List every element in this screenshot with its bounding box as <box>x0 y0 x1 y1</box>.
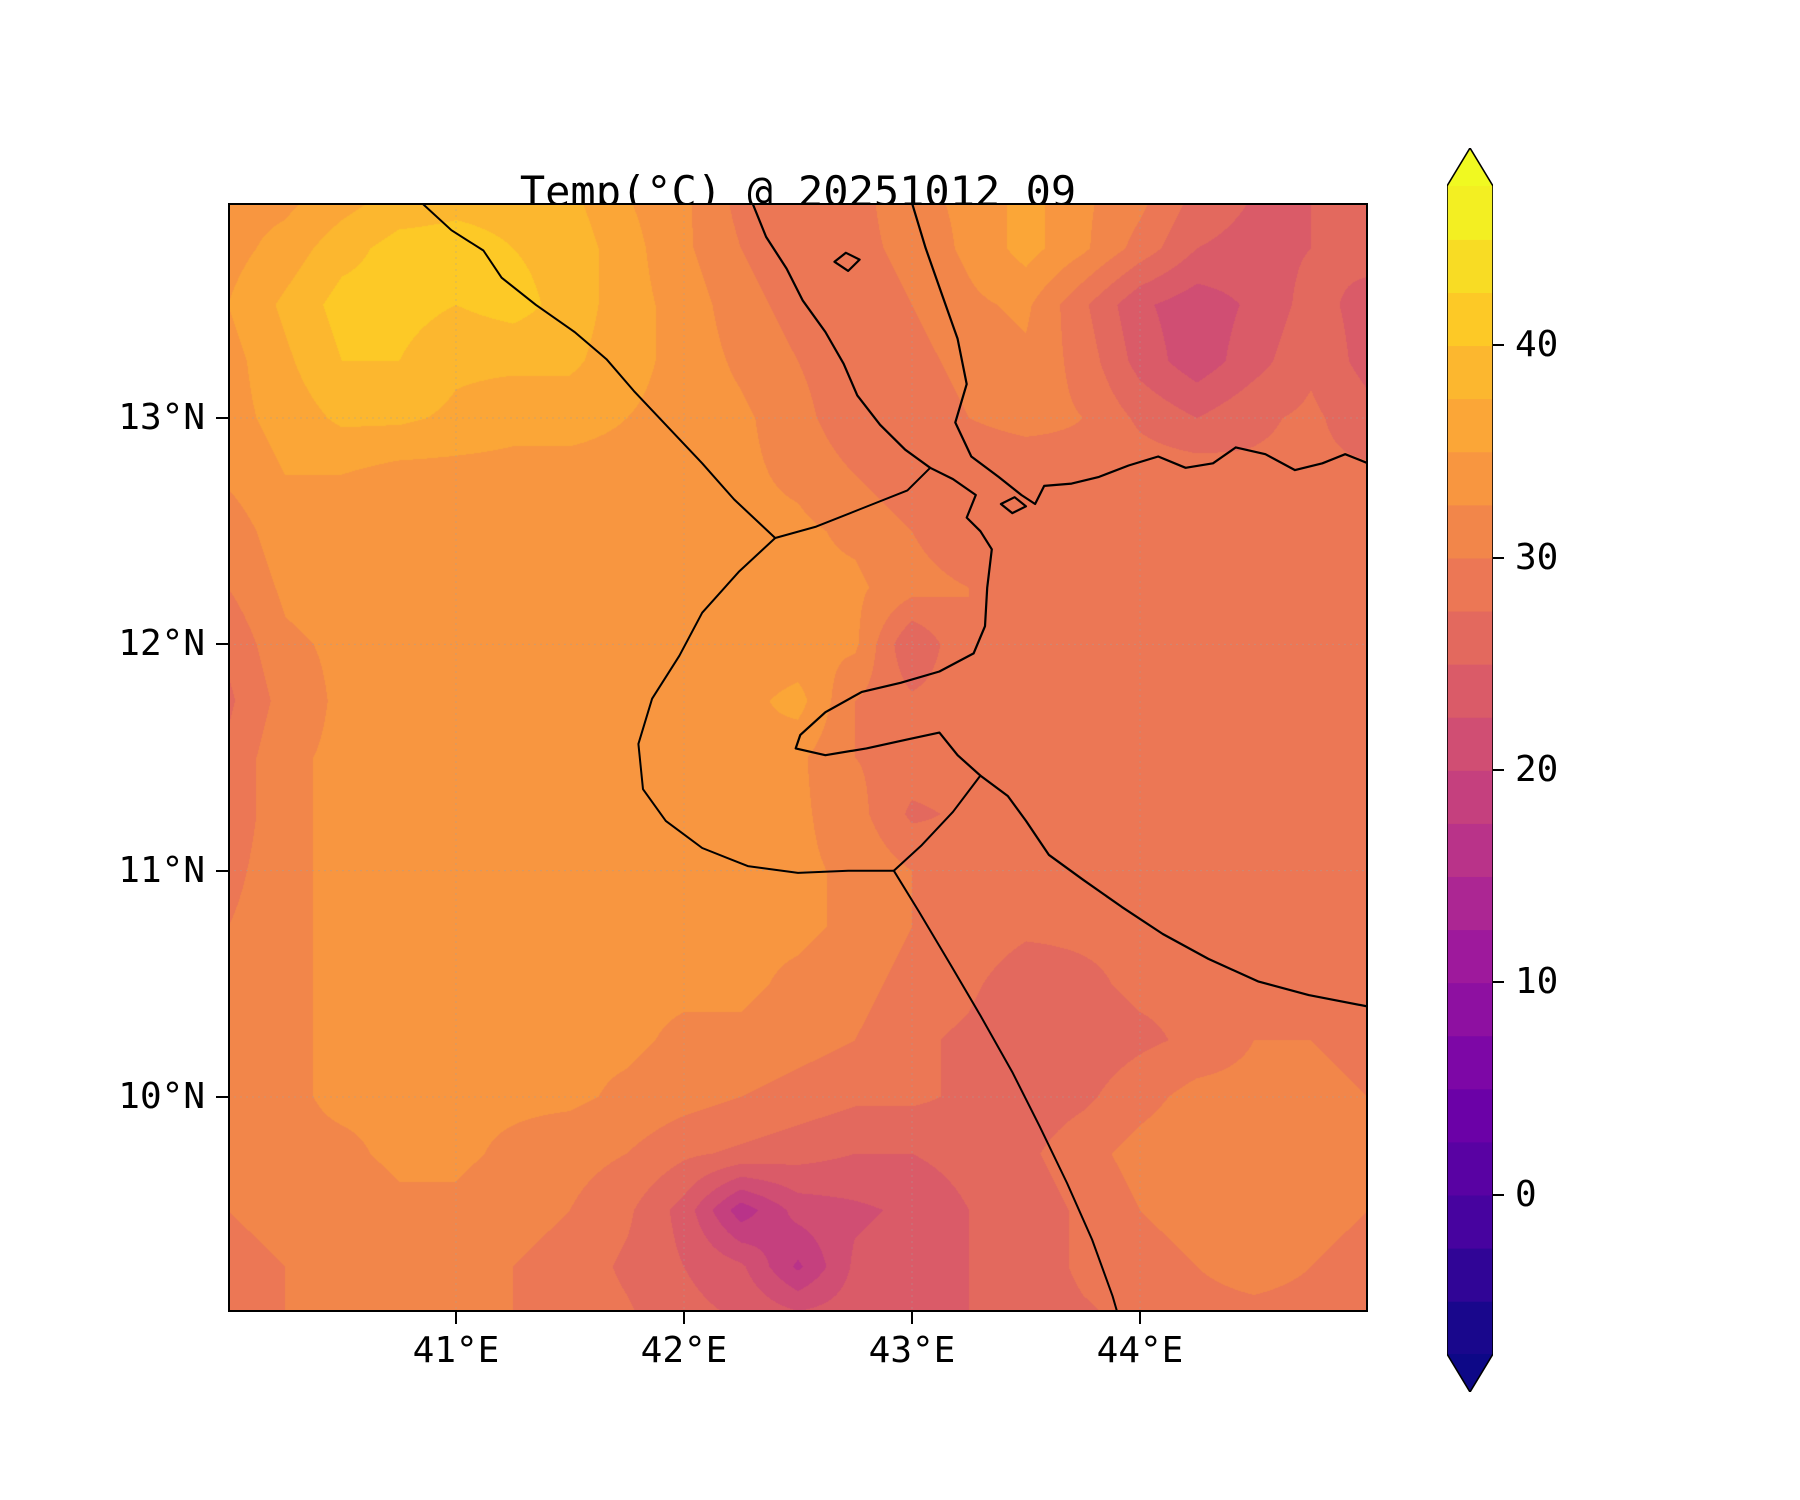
border-path <box>420 203 777 539</box>
colorbar-tick-mark <box>1493 344 1504 347</box>
colorbar-segment <box>1447 876 1493 931</box>
y-tick-label: 12°N <box>118 623 205 665</box>
y-tick-mark <box>216 1095 228 1098</box>
colorbar-segment <box>1447 186 1493 240</box>
colorbar-segment <box>1447 1194 1493 1249</box>
coastline-path <box>999 496 1028 515</box>
colorbar-over-arrow <box>1447 148 1493 186</box>
colorbar-tick-label: 0 <box>1515 1173 1537 1215</box>
colorbar-tick-mark <box>1493 556 1504 559</box>
colorbar-segment <box>1447 929 1493 984</box>
colorbar-segment <box>1447 663 1493 718</box>
coastline-path <box>751 203 1368 1008</box>
colorbar-tick-mark <box>1493 981 1504 984</box>
y-tick-mark <box>216 417 228 419</box>
colorbar-segment <box>1447 451 1493 506</box>
colorbar-segment <box>1447 504 1493 559</box>
colorbar-segment <box>1447 1035 1493 1090</box>
colorbar-tick-label: 20 <box>1515 749 1559 790</box>
x-tick-label: 42°E <box>640 1330 728 1371</box>
colorbar-segment <box>1447 398 1493 453</box>
x-tick-label: 44°E <box>1096 1330 1184 1371</box>
colorbar-segment <box>1447 239 1493 293</box>
border-path <box>892 774 982 872</box>
coastline-path <box>833 251 861 272</box>
colorbar-tick-label: 30 <box>1515 536 1559 578</box>
colorbar-tick-label: 10 <box>1515 961 1559 1003</box>
y-tick-label: 11°N <box>118 849 205 891</box>
border-path <box>637 537 895 874</box>
border-path <box>892 869 1119 1312</box>
colorbar-under-arrow <box>1447 1354 1493 1392</box>
x-tick-label: 43°E <box>868 1330 956 1371</box>
colorbar-segment <box>1447 557 1493 612</box>
y-tick-label: 13°N <box>118 397 205 438</box>
border-path <box>774 466 932 539</box>
map-panel <box>228 203 1368 1312</box>
colorbar-segment <box>1447 610 1493 665</box>
x-tick-mark <box>1139 1312 1141 1324</box>
colorbar-segment <box>1447 345 1493 400</box>
colorbar-segment <box>1447 823 1493 877</box>
y-tick-mark <box>216 643 228 646</box>
y-tick-mark <box>216 869 228 872</box>
x-tick-mark <box>683 1312 685 1324</box>
y-tick-label: 10°N <box>118 1075 205 1117</box>
x-tick-mark <box>911 1312 913 1324</box>
colorbar-segment <box>1447 770 1493 824</box>
colorbar-segment <box>1447 982 1493 1037</box>
colorbar-tick-mark <box>1493 1193 1504 1196</box>
colorbar-segment <box>1447 1247 1493 1302</box>
colorbar-segment <box>1447 1088 1493 1143</box>
colorbar-segment <box>1447 1141 1493 1196</box>
map-frame <box>228 203 1368 1312</box>
x-tick-mark <box>455 1312 457 1324</box>
coastline-path <box>910 203 1368 506</box>
colorbar <box>1447 148 1493 1392</box>
colorbar-segment <box>1447 716 1493 771</box>
map-overlay-svg <box>228 203 1368 1312</box>
temperature-field-canvas <box>228 203 1368 1312</box>
colorbar-tick-label: 40 <box>1515 324 1559 366</box>
x-tick-label: 41°E <box>412 1330 500 1371</box>
colorbar-segment <box>1447 292 1493 347</box>
colorbar-tick-mark <box>1493 769 1504 771</box>
colorbar-segment <box>1447 1300 1493 1355</box>
